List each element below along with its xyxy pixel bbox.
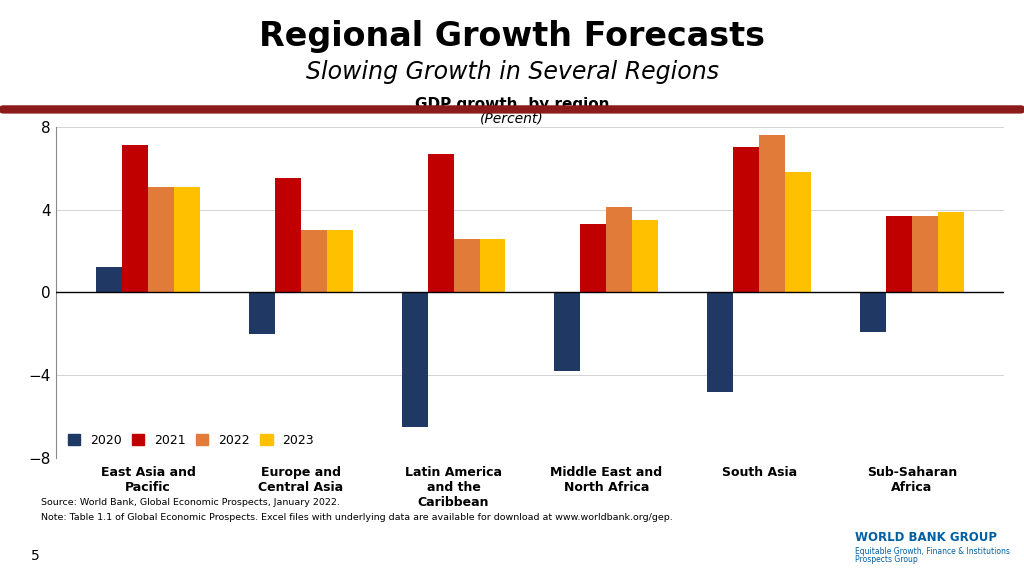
- Text: 5: 5: [31, 550, 40, 563]
- Bar: [174, 187, 200, 293]
- Bar: [911, 216, 938, 293]
- Text: Source: World Bank, Global Economic Prospects, January 2022.: Source: World Bank, Global Economic Pros…: [41, 498, 340, 507]
- Bar: [938, 211, 964, 293]
- Bar: [327, 230, 352, 293]
- Bar: [479, 238, 506, 293]
- Legend: 2020, 2021, 2022, 2023: 2020, 2021, 2022, 2023: [62, 429, 319, 452]
- Text: Prospects Group: Prospects Group: [855, 555, 918, 564]
- Bar: [428, 154, 454, 293]
- Text: (Percent): (Percent): [480, 112, 544, 126]
- Text: Regional Growth Forecasts: Regional Growth Forecasts: [259, 20, 765, 53]
- Bar: [606, 207, 632, 293]
- Bar: [454, 238, 479, 293]
- Bar: [886, 216, 911, 293]
- Text: Note: Table 1.1 of Global Economic Prospects. Excel files with underlying data a: Note: Table 1.1 of Global Economic Prosp…: [41, 513, 673, 522]
- Bar: [708, 293, 733, 392]
- Bar: [122, 145, 148, 293]
- Bar: [96, 267, 122, 293]
- Text: Equitable Growth, Finance & Institutions: Equitable Growth, Finance & Institutions: [855, 547, 1010, 556]
- Bar: [249, 293, 274, 334]
- Bar: [860, 293, 886, 332]
- Text: Slowing Growth in Several Regions: Slowing Growth in Several Regions: [305, 60, 719, 85]
- Bar: [785, 172, 811, 293]
- Text: GDP growth, by region: GDP growth, by region: [415, 97, 609, 112]
- Bar: [401, 293, 428, 427]
- Text: WORLD BANK GROUP: WORLD BANK GROUP: [855, 531, 997, 544]
- Bar: [581, 224, 606, 293]
- Bar: [148, 187, 174, 293]
- Bar: [274, 179, 301, 293]
- Bar: [733, 147, 759, 293]
- Bar: [759, 135, 785, 293]
- Bar: [301, 230, 327, 293]
- Bar: [554, 293, 581, 371]
- Bar: [632, 220, 658, 293]
